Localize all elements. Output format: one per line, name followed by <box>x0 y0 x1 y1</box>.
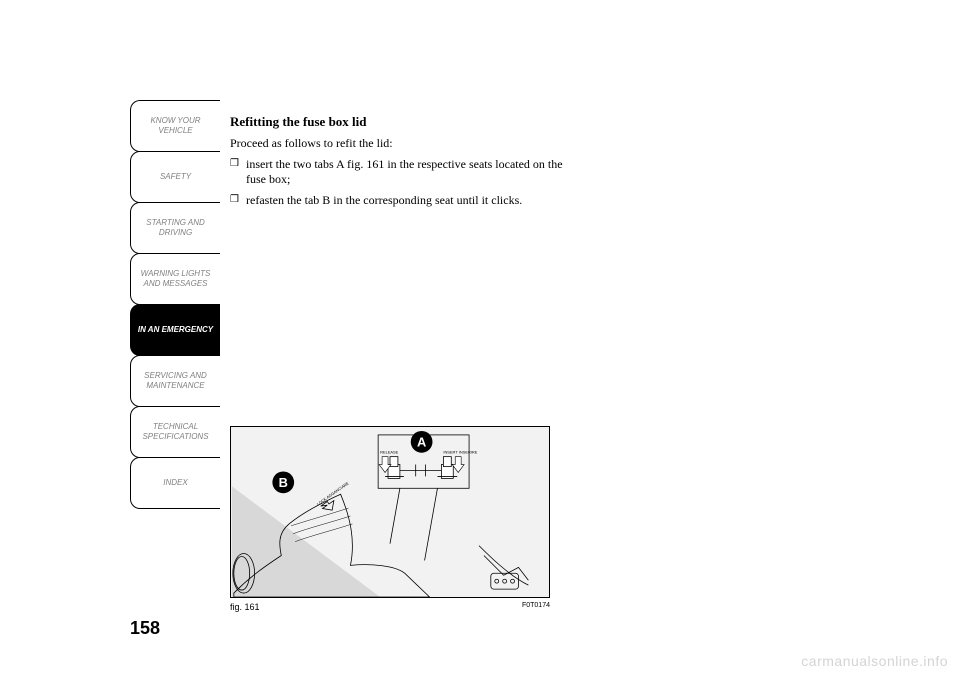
figure-number: fig. 161 <box>230 602 260 612</box>
tab-label: WARNING LIGHTS AND MESSAGES <box>137 269 214 288</box>
figure-code: F0T0174 <box>522 602 550 612</box>
tab-label: SAFETY <box>160 172 191 182</box>
intro-paragraph: Proceed as follows to refit the lid: <box>230 136 570 151</box>
lock-label: LOCK AGGANCIARE <box>316 480 350 506</box>
watermark: carmanualsonline.info <box>801 653 948 669</box>
page-number: 158 <box>130 618 160 639</box>
tab-technical-specs[interactable]: TECHNICAL SPECIFICATIONS <box>130 406 220 458</box>
tab-index[interactable]: INDEX <box>130 457 220 509</box>
figure-svg: LOCK AGGANCIARE B <box>231 427 549 597</box>
section-heading: Refitting the fuse box lid <box>230 114 570 130</box>
tab-label: INDEX <box>163 478 187 488</box>
marker-a-label: A <box>417 434 426 449</box>
figure-161: LOCK AGGANCIARE B <box>230 426 550 598</box>
tab-safety[interactable]: SAFETY <box>130 151 220 203</box>
body-text: Refitting the fuse box lid Proceed as fo… <box>230 114 570 214</box>
release-label: RELEASE <box>380 450 399 455</box>
marker-b-label: B <box>279 475 288 490</box>
tab-label: KNOW YOUR VEHICLE <box>137 116 214 135</box>
tab-warning-lights[interactable]: WARNING LIGHTS AND MESSAGES <box>130 253 220 305</box>
insert-label: INSERT INSERIRE <box>443 450 477 455</box>
figure-caption: fig. 161 F0T0174 <box>230 602 550 612</box>
tab-label: TECHNICAL SPECIFICATIONS <box>137 422 214 441</box>
tab-servicing-maintenance[interactable]: SERVICING AND MAINTENANCE <box>130 355 220 407</box>
tab-in-an-emergency[interactable]: IN AN EMERGENCY <box>130 304 220 356</box>
section-tabs: KNOW YOUR VEHICLE SAFETY STARTING AND DR… <box>130 100 220 508</box>
bullet-item: refasten the tab B in the corresponding … <box>230 193 570 208</box>
tab-know-your-vehicle[interactable]: KNOW YOUR VEHICLE <box>130 100 220 152</box>
tab-starting-driving[interactable]: STARTING AND DRIVING <box>130 202 220 254</box>
tab-label: STARTING AND DRIVING <box>137 218 214 237</box>
tab-label: IN AN EMERGENCY <box>138 325 213 335</box>
bullet-item: insert the two tabs A fig. 161 in the re… <box>230 157 570 187</box>
tab-label: SERVICING AND MAINTENANCE <box>137 371 214 390</box>
